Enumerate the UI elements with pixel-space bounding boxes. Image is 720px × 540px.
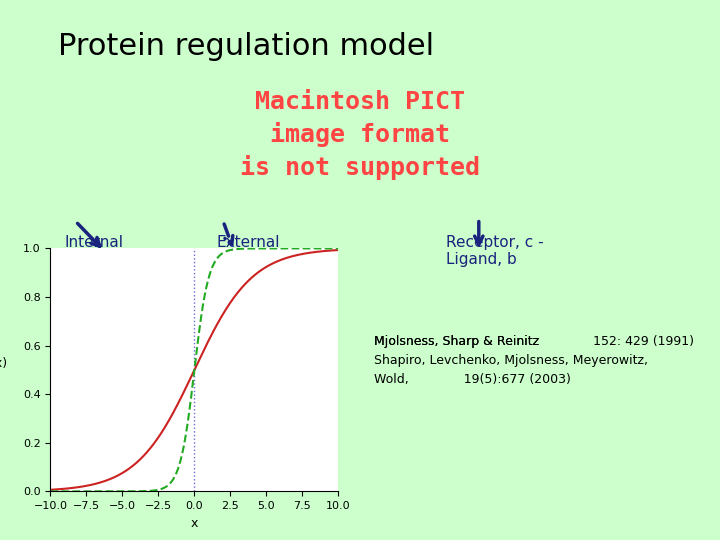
Y-axis label: g(x): g(x) xyxy=(0,357,8,370)
Text: Macintosh PICT
image format
is not supported: Macintosh PICT image format is not suppo… xyxy=(240,90,480,180)
Text: Mjolsness, Sharp & Reinitz                     152: 429 (1991)
Shapiro, Levchenk: Mjolsness, Sharp & Reinitz 152: 429 (199… xyxy=(374,335,694,386)
Text: Receptor, c -
Ligand, b: Receptor, c - Ligand, b xyxy=(446,235,544,267)
Text: Protein regulation model: Protein regulation model xyxy=(58,32,433,62)
X-axis label: x: x xyxy=(191,517,198,530)
Text: Internal: Internal xyxy=(65,235,124,250)
Text: Mjolsness, Sharp & Reinitz: Mjolsness, Sharp & Reinitz xyxy=(374,335,544,348)
Text: External: External xyxy=(216,235,279,250)
